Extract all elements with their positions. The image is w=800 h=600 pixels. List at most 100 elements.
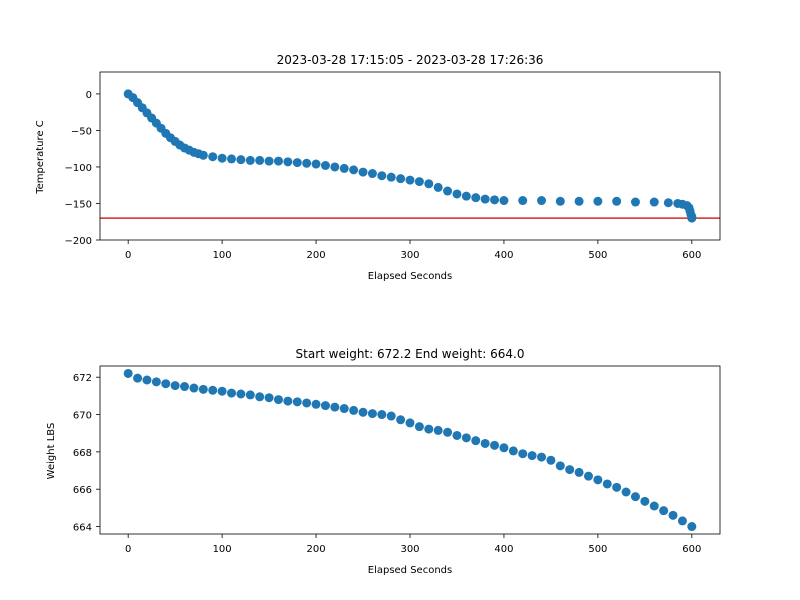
weight-data-point: [612, 482, 622, 492]
temperature-y-tick-label: −150: [65, 199, 92, 210]
weight-data-point: [499, 443, 509, 453]
weight-data-point: [208, 385, 218, 395]
weight-data-point: [349, 405, 359, 415]
temperature-data-point: [687, 213, 697, 223]
temperature-data-points: [123, 89, 697, 223]
temperature-data-point: [490, 195, 500, 205]
temperature-x-ticks: 0 100 200 300 400 500 600: [125, 240, 701, 261]
weight-x-tick-label: 0: [125, 544, 131, 555]
weight-x-ticks: 0 100 200 300 400 500 600: [125, 534, 701, 555]
weight-data-point: [161, 379, 171, 389]
temperature-data-point: [264, 156, 274, 166]
weight-data-point: [264, 393, 274, 403]
temperature-y-tick-label: −100: [65, 163, 92, 174]
weight-plot-frame: [99, 365, 721, 535]
weight-data-point: [377, 410, 387, 420]
temperature-data-point: [471, 193, 481, 203]
weight-data-point: [659, 506, 669, 516]
weight-data-point: [452, 430, 462, 440]
temperature-y-tick-label: −50: [71, 126, 92, 137]
weight-x-tick-label: 400: [494, 544, 513, 555]
temperature-data-point: [255, 155, 265, 165]
weight-data-point: [555, 461, 565, 471]
weight-chart: Start weight: 672.2 End weight: 664.0 El…: [46, 347, 721, 576]
weight-y-tick-label: 670: [73, 411, 92, 422]
temperature-y-axis-label: Temperature C: [35, 120, 46, 195]
temperature-data-point: [330, 162, 340, 172]
temperature-data-point: [349, 165, 359, 175]
temperature-data-point: [405, 175, 415, 185]
temperature-x-tick-label: 600: [682, 250, 701, 261]
weight-y-tick-label: 664: [73, 523, 92, 534]
weight-data-point: [677, 516, 687, 526]
temperature-data-point: [443, 186, 453, 196]
temperature-data-point: [433, 182, 443, 192]
temperature-x-tick-label: 400: [494, 250, 513, 261]
temperature-data-point: [198, 150, 208, 160]
weight-data-point: [245, 390, 255, 400]
temperature-x-tick-label: 100: [213, 250, 232, 261]
weight-y-tick-label: 672: [73, 373, 92, 384]
weight-y-ticks: 664 666 668 670 672: [73, 373, 100, 534]
weight-data-point: [649, 501, 659, 511]
temperature-data-point: [574, 196, 584, 206]
temperature-data-point: [236, 155, 246, 165]
temperature-data-point: [320, 160, 330, 170]
weight-data-point: [396, 415, 406, 425]
temperature-data-point: [367, 169, 377, 179]
weight-data-point: [546, 455, 556, 465]
weight-data-point: [583, 471, 593, 481]
temperature-data-point: [245, 155, 255, 165]
weight-x-tick-label: 100: [213, 544, 232, 555]
weight-data-point: [471, 436, 481, 446]
weight-data-point: [227, 388, 237, 398]
weight-data-point: [189, 383, 199, 393]
temperature-chart: 2023-03-28 17:15:05 - 2023-03-28 17:26:3…: [35, 53, 721, 282]
temperature-data-point: [273, 156, 283, 166]
weight-data-point: [433, 425, 443, 435]
weight-data-point: [236, 389, 246, 399]
weight-data-point: [668, 510, 678, 520]
weight-data-point: [133, 373, 143, 383]
temperature-x-axis-label: Elapsed Seconds: [368, 271, 452, 282]
temperature-data-point: [396, 174, 406, 184]
weight-x-axis-label: Elapsed Seconds: [368, 565, 452, 576]
temperature-y-ticks: −200 −150 −100 −50 0: [65, 90, 100, 247]
temperature-data-point: [302, 158, 312, 168]
weight-data-point: [574, 467, 584, 477]
weight-data-point: [367, 409, 377, 419]
temperature-data-point: [424, 179, 434, 189]
weight-data-point: [339, 404, 349, 414]
weight-data-point: [537, 452, 547, 462]
weight-data-point: [123, 368, 133, 378]
weight-data-point: [640, 496, 650, 506]
temperature-data-point: [386, 172, 396, 182]
weight-x-tick-label: 300: [400, 544, 419, 555]
weight-data-point: [443, 427, 453, 437]
weight-x-tick-label: 200: [307, 544, 326, 555]
weight-data-point: [292, 397, 302, 407]
weight-data-point: [151, 377, 161, 387]
weight-data-point: [461, 433, 471, 443]
weight-y-axis-label: Weight LBS: [46, 423, 57, 480]
temperature-data-point: [518, 196, 528, 206]
temperature-data-point: [461, 191, 471, 201]
temperature-plot-frame: [99, 71, 721, 241]
temperature-x-tick-label: 500: [588, 250, 607, 261]
weight-data-point: [320, 401, 330, 411]
weight-data-point: [687, 522, 697, 532]
temperature-data-point: [663, 198, 673, 208]
weight-data-point: [565, 465, 575, 475]
weight-data-point: [255, 392, 265, 402]
temperature-y-tick-label: 0: [86, 90, 92, 101]
temperature-data-point: [377, 171, 387, 181]
temperature-x-tick-label: 0: [125, 250, 131, 261]
weight-data-point: [527, 451, 537, 461]
temperature-data-point: [358, 167, 368, 177]
temperature-data-point: [499, 196, 509, 206]
temperature-x-tick-label: 300: [400, 250, 419, 261]
weight-data-point: [358, 407, 368, 417]
weight-data-point: [386, 411, 396, 421]
